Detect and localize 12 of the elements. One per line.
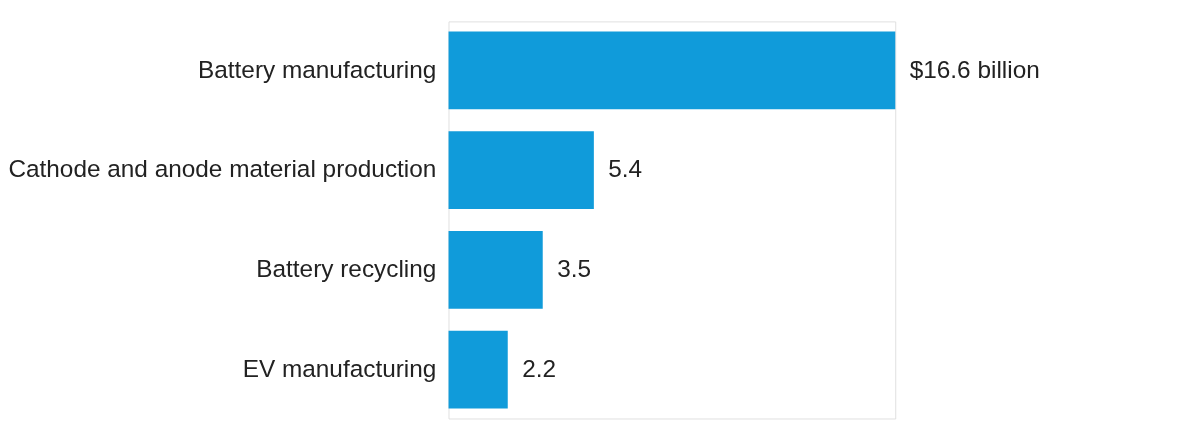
bar <box>448 330 508 409</box>
y-tick-label: EV manufacturing <box>242 354 437 382</box>
data-label: 3.5 <box>557 255 592 283</box>
bar <box>448 131 594 210</box>
y-tick-label: Cathode and anode material production <box>8 155 437 183</box>
data-label: 5.4 <box>608 155 643 183</box>
y-tick-label: Battery recycling <box>256 255 437 283</box>
data-label: $16.6 billion <box>909 55 1040 83</box>
y-tick-label: Battery manufacturing <box>198 55 437 83</box>
data-label: 2.2 <box>522 354 557 382</box>
bar <box>448 230 543 309</box>
bar <box>448 31 896 110</box>
